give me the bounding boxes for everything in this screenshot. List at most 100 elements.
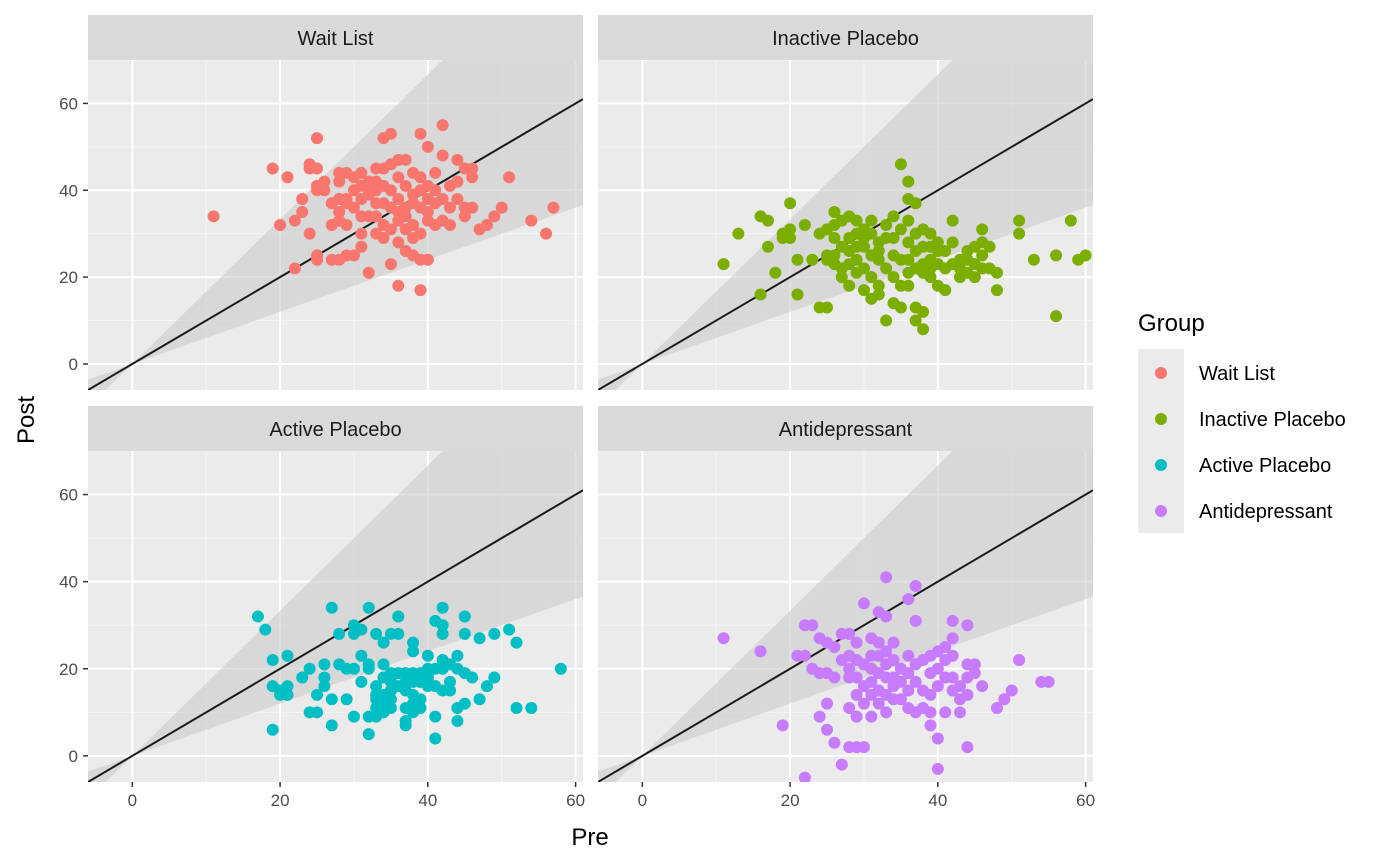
data-point [311,688,324,701]
data-point [931,662,944,675]
data-point [384,701,397,714]
data-point [880,571,893,584]
data-point [333,205,346,218]
data-point [880,645,893,658]
data-point [259,623,272,636]
data-point [917,305,930,318]
data-point [813,710,826,723]
data-point [946,632,959,645]
data-point [436,619,449,632]
data-point [784,197,797,210]
legend-key [1155,459,1167,471]
data-point [857,284,870,297]
legend-label: Antidepressant [1199,501,1333,523]
data-point [850,710,863,723]
facet-strip [598,15,1093,60]
data-point [872,279,885,292]
data-point [303,227,316,240]
data-point [946,649,959,662]
data-point [865,271,878,284]
data-point [318,671,331,684]
data-point [828,736,841,749]
facet-strip-label: Inactive Placebo [772,28,919,50]
data-point [902,593,915,606]
data-point [466,171,479,184]
data-point [976,680,989,693]
data-point [370,210,383,223]
data-point [872,245,885,258]
data-point [924,227,937,240]
data-point [872,288,885,301]
data-point [828,205,841,218]
data-point [525,214,538,227]
reference-ribbon [88,451,583,782]
data-point [821,723,834,736]
data-point [902,175,915,188]
data-point [850,253,863,266]
data-point [436,601,449,614]
data-point [547,201,560,214]
data-point [355,227,368,240]
data-point [1050,249,1063,262]
x-tick-label: 40 [418,791,437,810]
data-point [540,227,553,240]
data-point [976,249,989,262]
x-tick-label: 20 [781,791,800,810]
data-point [318,184,331,197]
data-point [902,667,915,680]
data-point [466,162,479,175]
facet-panel-2: Inactive Placebo [598,15,1093,390]
data-point [554,662,567,675]
data-point [857,262,870,275]
data-point [384,223,397,236]
data-point [281,649,294,662]
facet-panel-3: Active Placebo 0 20 40 60 0 20 40 60 [59,406,585,810]
data-point [828,249,841,262]
data-point [362,662,375,675]
data-point [288,262,301,275]
data-point [902,214,915,227]
data-point [399,179,412,192]
legend-key-background [1138,349,1184,533]
data-point [377,232,390,245]
y-tick-label: 20 [59,268,78,287]
data-point [311,132,324,145]
data-point [954,680,967,693]
data-point [917,323,930,336]
y-axis-title: Post [13,396,40,444]
data-point [902,279,915,292]
data-point [894,158,907,171]
data-point [407,219,420,231]
facet-panel-4: Antidepressant 0 20 40 60 [598,406,1095,810]
data-point [318,175,331,188]
data-point [865,227,878,240]
data-point [429,732,442,745]
data-point [311,253,324,266]
data-point [347,201,360,214]
y-tick-label: 60 [59,94,78,113]
data-point [894,223,907,236]
x-tick-label: 40 [928,791,947,810]
data-point [924,719,937,732]
data-point [732,227,745,240]
data-point [392,236,405,249]
data-point [436,149,449,162]
data-point [480,219,493,231]
data-point [798,219,811,231]
legend: Group Wait List Inactive Placebo Active Pl… [1138,310,1346,533]
data-point [266,654,279,667]
data-point [835,758,848,771]
data-point [325,601,338,614]
legend-key [1155,505,1167,517]
data-point [421,140,434,153]
data-point [444,675,457,688]
data-point [466,201,479,214]
data-point [990,266,1003,279]
data-point [865,214,878,227]
data-point [311,706,324,719]
data-point [776,719,789,732]
data-point [946,614,959,627]
data-point [274,219,287,231]
data-point [850,636,863,649]
data-point [266,162,279,175]
